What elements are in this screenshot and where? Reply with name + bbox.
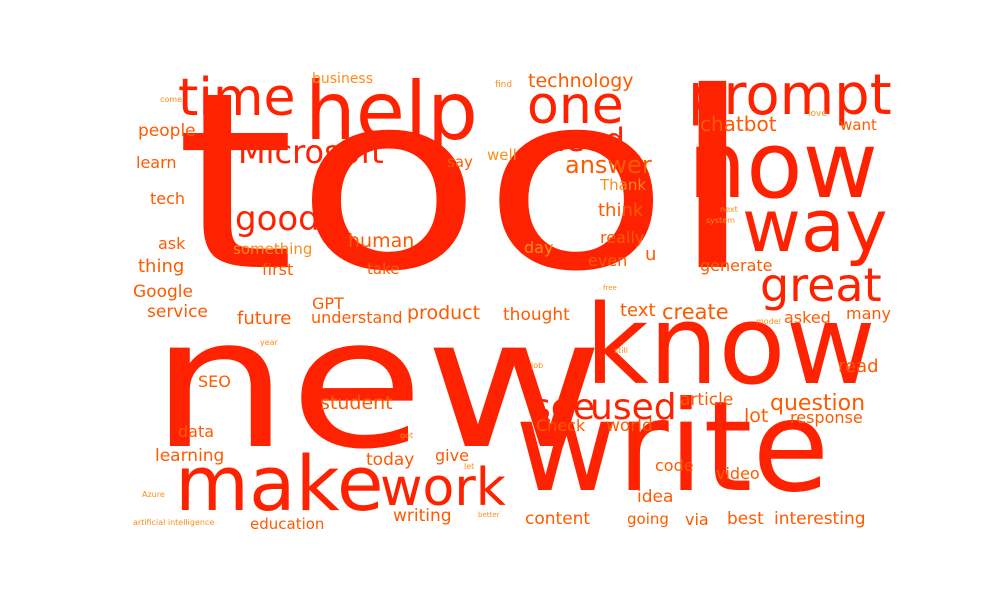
- word-say: say: [447, 153, 473, 171]
- word-going: going: [627, 510, 669, 528]
- word-model: model: [756, 317, 781, 326]
- word-human: human: [348, 230, 415, 252]
- word-tool: tool: [175, 40, 755, 325]
- word-best: best: [727, 509, 764, 529]
- word-day: day: [524, 238, 554, 257]
- word-good: good: [235, 199, 320, 239]
- word-take: take: [367, 260, 400, 278]
- word-well: well: [487, 146, 517, 164]
- word-education: education: [250, 515, 325, 533]
- word-gpt: GPT: [312, 294, 344, 313]
- word-chatbot: chatbot: [700, 112, 777, 136]
- word-job: job: [531, 361, 544, 370]
- word-student: student: [320, 392, 393, 414]
- word-text: text: [620, 300, 656, 321]
- word-want: want: [840, 116, 877, 134]
- word-via: via: [685, 510, 709, 529]
- word-free: free: [603, 284, 617, 292]
- word-content: content: [525, 509, 591, 529]
- word-thank: Thank: [600, 176, 647, 194]
- word-technology: technology: [528, 70, 634, 92]
- word-help: help: [305, 65, 478, 158]
- word-read: read: [838, 356, 879, 377]
- word-product: product: [407, 302, 481, 324]
- word-idea: idea: [637, 487, 674, 507]
- word-ask: ask: [158, 234, 186, 253]
- word-understand: understand: [311, 308, 403, 327]
- word-way: way: [742, 184, 888, 268]
- word-love: love: [808, 109, 827, 119]
- word-create: create: [662, 300, 729, 324]
- word-tech: tech: [150, 189, 186, 208]
- word-question: question: [770, 391, 866, 416]
- word-microsoft: Microsoft: [238, 133, 384, 171]
- word-learn: learn: [136, 153, 177, 172]
- word-video: video: [716, 464, 760, 483]
- word-think: think: [598, 200, 644, 221]
- word-data: data: [178, 422, 215, 441]
- word-people: people: [138, 121, 196, 141]
- word-really: really: [600, 228, 645, 247]
- word-time: time: [178, 68, 296, 128]
- word-now: now: [688, 112, 878, 219]
- word-next: next: [720, 205, 738, 214]
- word-learning: learning: [155, 446, 225, 466]
- word-first: first: [262, 260, 294, 279]
- word-article: article: [680, 390, 734, 410]
- word-got: got: [400, 431, 414, 440]
- word-see: see: [532, 387, 596, 428]
- word-system: system: [706, 216, 735, 225]
- word-u: u: [645, 244, 657, 265]
- word-answer: answer: [565, 151, 652, 179]
- word-code: code: [655, 456, 694, 475]
- word-one: one: [527, 76, 624, 136]
- word-find: find: [495, 80, 513, 90]
- word-give: give: [435, 446, 469, 465]
- word-generate: generate: [700, 256, 773, 275]
- word-many: many: [846, 304, 891, 323]
- word-used: used: [590, 387, 677, 428]
- word-something: something: [233, 240, 313, 258]
- word-response: response: [790, 408, 863, 427]
- word-check: Check: [536, 416, 586, 435]
- word-thought: thought: [503, 305, 570, 325]
- word-come: come: [160, 95, 183, 104]
- word-writing: writing: [393, 506, 452, 526]
- word-seo: SEO: [198, 372, 231, 391]
- word-interesting: interesting: [774, 509, 866, 529]
- word-today: today: [366, 450, 415, 470]
- word-lot: lot: [744, 405, 769, 427]
- word-world: world: [606, 416, 653, 436]
- word-even: even: [588, 251, 628, 270]
- word-service: service: [147, 302, 208, 322]
- word-work: work: [380, 458, 506, 518]
- word-artificial-intelligence: artificial intelligence: [133, 518, 215, 527]
- word-new: new: [150, 280, 604, 489]
- word-future: future: [237, 308, 292, 329]
- word-business: business: [312, 71, 374, 87]
- word-azure: Azure: [142, 490, 165, 499]
- word-make: make: [175, 439, 384, 528]
- word-write: write: [515, 375, 830, 520]
- word-let: let: [464, 462, 475, 471]
- word-know: know: [585, 281, 876, 409]
- word-better: better: [478, 511, 500, 519]
- word-still: still: [614, 346, 628, 355]
- word-thing: thing: [138, 256, 185, 277]
- word-year: year: [260, 338, 278, 347]
- word-asked: asked: [784, 308, 831, 327]
- word-great: great: [760, 258, 882, 312]
- word-google: Google: [133, 282, 193, 302]
- word-need: need: [545, 121, 625, 159]
- word-prompt: prompt: [688, 63, 892, 128]
